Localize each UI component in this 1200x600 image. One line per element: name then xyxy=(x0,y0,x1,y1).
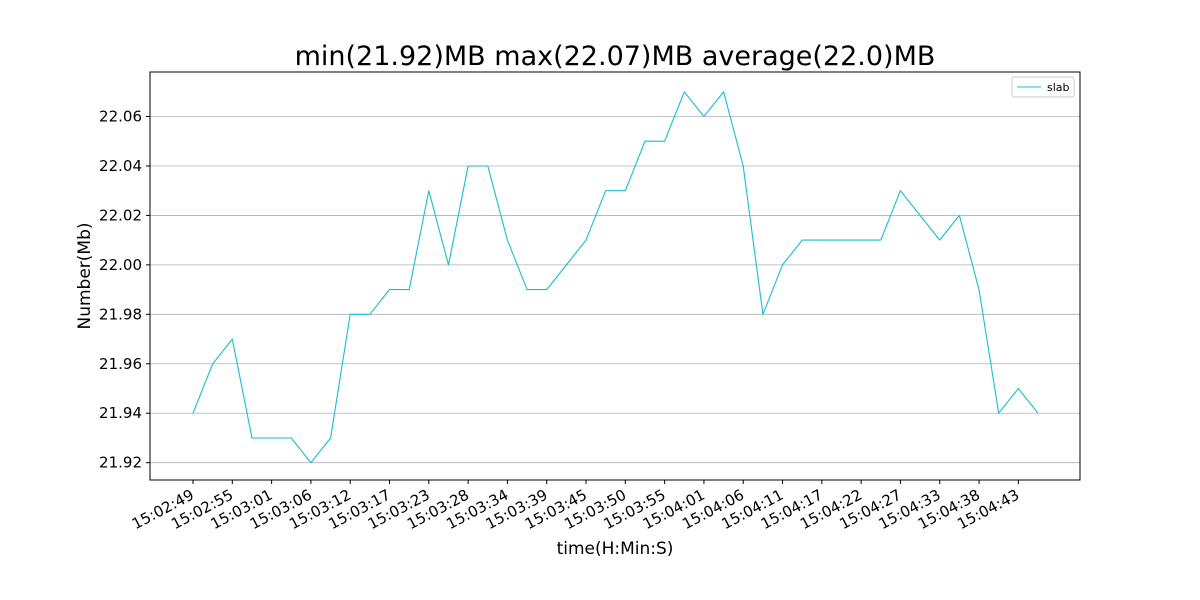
y-tick-label: 22.04 xyxy=(99,157,142,175)
y-axis-label: Number(Mb) xyxy=(75,222,95,329)
y-tick-label: 21.98 xyxy=(99,305,142,323)
gridlines xyxy=(150,116,1080,464)
y-tick-label: 21.96 xyxy=(99,355,142,373)
x-axis-label: time(H:Min:S) xyxy=(557,539,674,559)
y-tick-label: 21.94 xyxy=(99,404,142,422)
y-tick-label: 22.00 xyxy=(99,256,142,274)
series-layer xyxy=(192,91,1039,464)
legend-label-slab: slab xyxy=(1047,81,1070,94)
y-tick-label: 22.02 xyxy=(99,206,142,224)
y-tick-label: 21.92 xyxy=(99,454,142,472)
series-line-slab xyxy=(192,91,1039,464)
chart-title: min(21.92)MB max(22.07)MB average(22.0)M… xyxy=(295,41,936,72)
x-axis-ticks: 15:02:4915:02:5515:03:0115:03:0615:03:12… xyxy=(129,480,1022,533)
y-axis-ticks: 21.92 21.94 21.96 21.98 22.00 22.02 22.04 22.06 xyxy=(99,108,150,472)
y-tick-label: 22.06 xyxy=(99,108,142,126)
legend-box xyxy=(1011,76,1075,98)
plot-area-frame xyxy=(149,71,1081,481)
legend: slab xyxy=(1011,76,1075,98)
